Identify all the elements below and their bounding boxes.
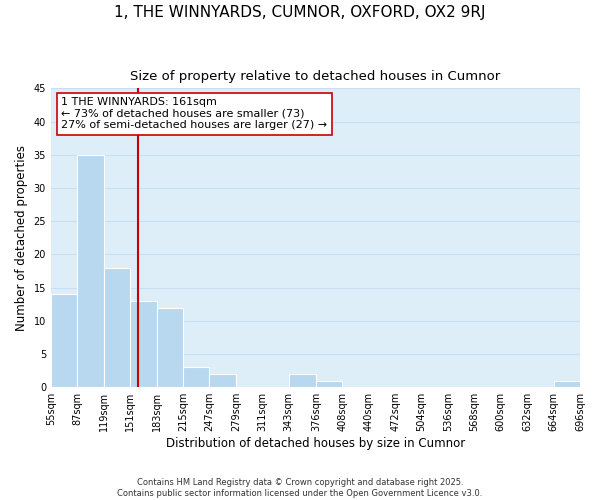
- Text: 1 THE WINNYARDS: 161sqm
← 73% of detached houses are smaller (73)
27% of semi-de: 1 THE WINNYARDS: 161sqm ← 73% of detache…: [61, 98, 328, 130]
- X-axis label: Distribution of detached houses by size in Cumnor: Distribution of detached houses by size …: [166, 437, 465, 450]
- Bar: [209, 374, 236, 387]
- Y-axis label: Number of detached properties: Number of detached properties: [15, 145, 28, 331]
- Bar: [77, 155, 104, 387]
- Bar: [289, 374, 316, 387]
- Bar: [104, 268, 130, 387]
- Title: Size of property relative to detached houses in Cumnor: Size of property relative to detached ho…: [130, 70, 500, 83]
- Bar: [183, 368, 209, 387]
- Bar: [51, 294, 77, 387]
- Text: 1, THE WINNYARDS, CUMNOR, OXFORD, OX2 9RJ: 1, THE WINNYARDS, CUMNOR, OXFORD, OX2 9R…: [114, 5, 486, 20]
- Bar: [554, 380, 580, 387]
- Bar: [316, 380, 342, 387]
- Bar: [157, 308, 183, 387]
- Bar: [130, 301, 157, 387]
- Text: Contains HM Land Registry data © Crown copyright and database right 2025.
Contai: Contains HM Land Registry data © Crown c…: [118, 478, 482, 498]
